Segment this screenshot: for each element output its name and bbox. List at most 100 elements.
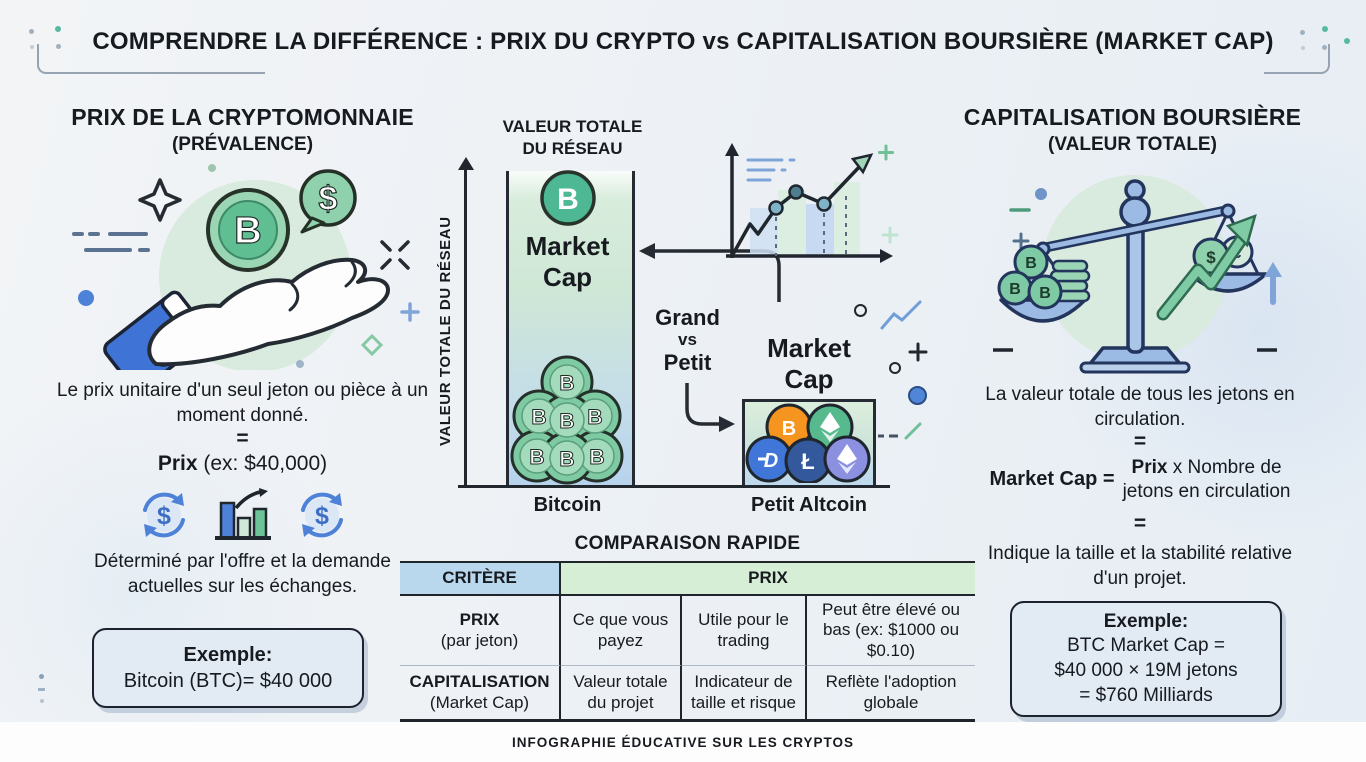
zigzag-icon bbox=[880, 300, 922, 330]
table-cell: Reflète l'adoption globale bbox=[825, 672, 957, 712]
dash-tick-icon bbox=[878, 422, 922, 440]
grand-vs-petit-label: Grand vs Petit bbox=[655, 305, 720, 375]
icons-row: $ $ bbox=[55, 487, 430, 543]
decor-dot bbox=[30, 45, 34, 49]
svg-text:B: B bbox=[557, 183, 579, 216]
svg-text:$: $ bbox=[319, 180, 338, 218]
altcoin-coins: B D Ł bbox=[745, 403, 871, 483]
decor-dot bbox=[1344, 38, 1350, 44]
right-panel-title: CAPITALISATION BOURSIÈRE bbox=[963, 104, 1302, 130]
left-determined-text: Déterminé par l'offre et la demande actu… bbox=[94, 551, 391, 598]
y-axis-line bbox=[464, 169, 467, 487]
open-hand-icon bbox=[147, 257, 390, 367]
small-bar-label: Market Cap bbox=[767, 333, 851, 395]
plus-icon bbox=[908, 342, 928, 362]
example-value: Bitcoin (BTC)= $40 000 bbox=[123, 670, 333, 692]
right-example-box: Exemple: BTC Market Cap = $40 000 × 19M … bbox=[1010, 601, 1282, 717]
hand-coin-illustration: B $ bbox=[72, 164, 420, 370]
table-title: COMPARAISON RAPIDE bbox=[574, 533, 801, 554]
ethereum-purple-icon bbox=[823, 435, 871, 483]
plus-icon bbox=[881, 226, 899, 244]
bitcoin-coin-icon: B bbox=[206, 188, 290, 272]
arrow-to-small-bar bbox=[685, 383, 735, 432]
page-title: COMPRENDRE LA DIFFÉRENCE : PRIX DU CRYPT… bbox=[92, 28, 1274, 55]
ring-icon bbox=[889, 362, 901, 374]
example-line: $40 000 × 19M jetons bbox=[1054, 660, 1238, 681]
svg-text:B: B bbox=[782, 418, 796, 440]
svg-text:B: B bbox=[1009, 281, 1021, 298]
decor-dot bbox=[55, 26, 61, 32]
decor-dot bbox=[56, 44, 61, 49]
equals-sign: = bbox=[1133, 512, 1147, 535]
decor-dot bbox=[1322, 45, 1327, 50]
table-cell: Utile pour le trading bbox=[682, 596, 807, 667]
marketcap-formula: Market Cap = Prix x Nombre de jetons en … bbox=[960, 456, 1320, 504]
example-line: BTC Market Cap = bbox=[1067, 635, 1225, 657]
decor-dot bbox=[40, 699, 44, 703]
svg-text:B: B bbox=[529, 446, 544, 469]
litecoin-icon: Ł bbox=[784, 437, 832, 483]
formula-label: Market Cap = bbox=[989, 468, 1115, 491]
ring-icon bbox=[854, 304, 867, 317]
decor-dot bbox=[29, 29, 34, 34]
network-value-label: VALEUR TOTALE DU RÉSEAU bbox=[502, 117, 643, 158]
blue-up-arrow-icon bbox=[1264, 262, 1282, 305]
sparkle-icon bbox=[138, 178, 182, 222]
left-description: Le prix unitaire d'un seul jeton ou pièc… bbox=[56, 380, 429, 427]
header-bracket-right bbox=[1264, 44, 1330, 74]
plus-icon bbox=[1012, 232, 1030, 250]
legend-dashes-icon bbox=[746, 158, 796, 182]
footer-caption: INFOGRAPHIE ÉDUCATIVE SUR LES CRYPTOS bbox=[511, 734, 855, 750]
bitcoin-badge-icon: B bbox=[540, 170, 596, 226]
growth-chart-illustration bbox=[725, 143, 899, 263]
svg-text:B: B bbox=[559, 410, 574, 433]
x-sparkle-icon bbox=[380, 240, 410, 270]
table-cell: Indicateur de taille et risque bbox=[682, 666, 807, 720]
y-axis-arrow bbox=[458, 157, 474, 170]
table-header-prix: PRIX bbox=[561, 563, 975, 596]
table-row-criteria: CAPITALISATION (Market Cap) bbox=[400, 666, 561, 720]
diamond-icon bbox=[360, 333, 384, 357]
table-cell: Valeur totale du projet bbox=[561, 666, 682, 720]
green-growth-arrow-icon bbox=[1156, 213, 1257, 321]
svg-text:B: B bbox=[234, 210, 261, 252]
equals-sign: = bbox=[236, 427, 249, 450]
left-pan bbox=[999, 298, 1087, 323]
speed-dashes-icon bbox=[72, 232, 150, 252]
svg-text:$: $ bbox=[1206, 248, 1216, 267]
svg-text:$: $ bbox=[315, 502, 329, 530]
table-row-criteria: PRIX (par jeton) bbox=[400, 596, 561, 667]
svg-text:B: B bbox=[1025, 255, 1037, 272]
refresh-dollar-icon: $ bbox=[300, 492, 343, 538]
example-title: Exemple: bbox=[183, 644, 273, 666]
header-bracket-left bbox=[37, 44, 265, 74]
blue-dot-icon bbox=[908, 386, 927, 405]
plus-icon bbox=[400, 302, 420, 322]
price-formula-bold: Prix bbox=[157, 452, 198, 475]
left-panel-subtitle: (PRÉVALENCE) bbox=[171, 134, 314, 155]
svg-text:Ł: Ł bbox=[801, 449, 814, 474]
comparison-table: CRITÈRE PRIX PRIX (par jeton) Ce que vou… bbox=[400, 561, 975, 723]
left-panel-title: PRIX DE LA CRYPTOMONNAIE bbox=[71, 104, 414, 130]
example-title: Exemple: bbox=[1103, 610, 1189, 632]
decor-dot bbox=[39, 674, 44, 679]
decor-dash bbox=[38, 688, 45, 691]
altcoin-axis-label: Petit Altcoin bbox=[751, 494, 867, 516]
header: COMPRENDRE LA DIFFÉRENCE : PRIX DU CRYPT… bbox=[0, 0, 1366, 86]
big-bar-label: Market Cap bbox=[525, 231, 610, 293]
dash-coin-icon: D bbox=[745, 435, 793, 483]
table-header-criteria: CRITÈRE bbox=[400, 563, 561, 596]
blue-dot-icon bbox=[78, 290, 94, 306]
right-description: La valeur totale de tous les jetons en c… bbox=[985, 384, 1295, 431]
svg-text:D: D bbox=[764, 450, 778, 472]
blue-dot-icon bbox=[1035, 188, 1047, 200]
svg-text:B: B bbox=[531, 406, 546, 429]
svg-text:B: B bbox=[559, 448, 574, 471]
x-axis-line bbox=[458, 485, 890, 488]
formula-body: Prix x Nombre de jetons en circulation bbox=[1122, 457, 1291, 502]
price-formula: Prix (ex: $40,000) bbox=[55, 452, 430, 476]
example-line: = $760 Milliards bbox=[1079, 684, 1213, 706]
bar-chart-icon bbox=[214, 488, 271, 540]
